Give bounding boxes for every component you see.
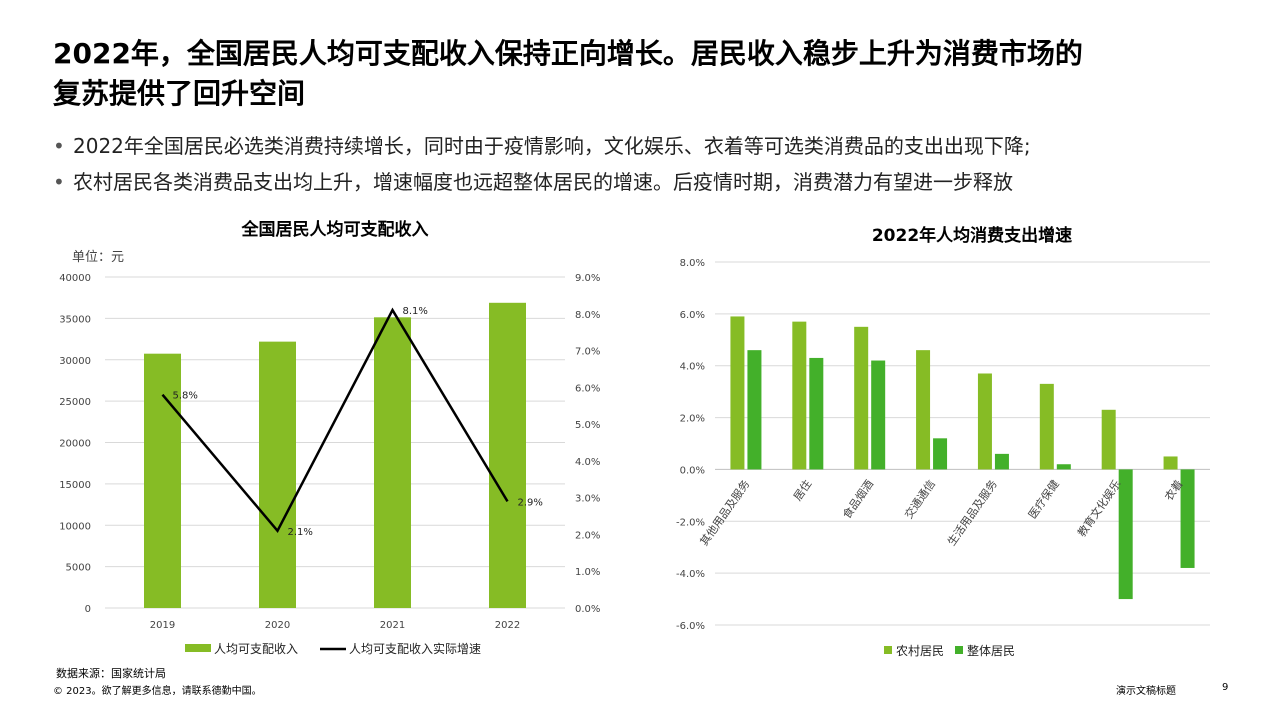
overall-bar <box>1056 464 1071 470</box>
y-tick-label: 15000 <box>59 480 91 491</box>
income-bar <box>259 341 296 608</box>
overall-bar <box>1180 469 1195 568</box>
x-tick-label: 交通通信 <box>901 477 938 521</box>
legend-label: 人均可支配收入 <box>214 642 298 656</box>
y2-tick-label: 6.0% <box>575 383 600 394</box>
y-tick-label: 4.0% <box>680 362 705 373</box>
data-source: 数据来源：国家统计局 <box>56 667 166 680</box>
y-tick-label: 5000 <box>66 563 91 574</box>
rural-bar <box>792 321 807 470</box>
legend-label: 人均可支配收入实际增速 <box>349 641 481 656</box>
y-tick-label: 6.0% <box>680 310 705 321</box>
y-tick-label: -6.0% <box>676 621 705 632</box>
x-tick-label: 2022 <box>495 620 520 631</box>
bullet-item: 2022年全国居民必选类消费持续增长，同时由于疫情影响，文化娱乐、衣着等可选类消… <box>53 128 1253 164</box>
y-tick-label: 20000 <box>59 439 91 450</box>
x-tick-label: 食品烟酒 <box>839 477 876 521</box>
y-tick-label: 2.0% <box>680 414 705 425</box>
y-tick-label: -2.0% <box>676 517 705 528</box>
y2-tick-label: 1.0% <box>575 567 600 578</box>
y-tick-label: 0.0% <box>680 465 705 476</box>
legend-label: 整体居民 <box>967 643 1015 658</box>
x-tick-label: 医疗保健 <box>1025 477 1062 521</box>
legend-label: 农村居民 <box>896 644 944 658</box>
y-tick-label: 25000 <box>59 397 91 408</box>
bullet-item: 农村居民各类消费品支出均上升，增速幅度也远超整体居民的增速。后疫情时期，消费潜力… <box>53 164 1253 200</box>
y-tick-label: 40000 <box>59 273 91 284</box>
x-tick-label: 生活用品及服务 <box>944 477 1000 548</box>
y-tick-label: 8.0% <box>680 258 705 269</box>
chart-title: 全国居民人均可支配收入 <box>241 219 429 240</box>
rural-bar <box>977 373 992 470</box>
legend-swatch <box>884 646 892 654</box>
unit-label: 单位：元 <box>72 250 124 265</box>
copyright-notice: © 2023。欲了解更多信息，请联系德勤中国。 <box>53 686 262 697</box>
growth-line <box>161 307 509 533</box>
growth-data-label: 8.1% <box>403 306 428 317</box>
y2-tick-label: 0.0% <box>575 604 600 615</box>
legend-swatch-bar <box>185 644 211 652</box>
y-tick-label: 30000 <box>59 356 91 367</box>
document-title: 演示文稿标题 <box>1116 686 1176 697</box>
y2-tick-label: 5.0% <box>575 420 600 431</box>
overall-bar <box>994 453 1009 470</box>
x-tick-label: 2019 <box>150 620 175 631</box>
income-bar <box>489 302 526 608</box>
growth-data-label: 2.9% <box>518 497 543 508</box>
x-tick-label: 2020 <box>265 620 290 631</box>
rural-bar <box>1039 383 1054 470</box>
y2-tick-label: 8.0% <box>575 310 600 321</box>
y2-tick-label: 3.0% <box>575 494 600 505</box>
rural-bar <box>1101 409 1116 470</box>
page-title-line-1: 2022年，全国居民人均可支配收入保持正向增长。居民收入稳步上升为消费市场的 <box>53 37 1083 70</box>
page-title: 2022年，全国居民人均可支配收入保持正向增长。居民收入稳步上升为消费市场的 复… <box>53 34 1233 114</box>
y-tick-label: 35000 <box>59 314 91 325</box>
y2-tick-label: 7.0% <box>575 347 600 358</box>
overall-bar <box>747 350 762 470</box>
page-number: 9 <box>1222 682 1229 693</box>
overall-bar <box>871 360 886 470</box>
growth-data-label: 2.1% <box>288 527 313 538</box>
y-tick-label: -4.0% <box>676 569 705 580</box>
overall-bar <box>933 438 948 470</box>
growth-data-label: 5.8% <box>173 391 198 402</box>
rural-bar <box>730 316 745 470</box>
legend-swatch <box>955 646 963 654</box>
overall-bar <box>1118 469 1133 600</box>
page-title-line-2: 复苏提供了回升空间 <box>53 77 306 110</box>
income-bar <box>374 317 411 608</box>
rural-bar <box>916 350 931 470</box>
y2-tick-label: 9.0% <box>575 273 600 284</box>
overall-bar <box>809 357 824 470</box>
bullet-list: 2022年全国居民必选类消费持续增长，同时由于疫情影响，文化娱乐、衣着等可选类消… <box>53 128 1253 200</box>
x-tick-label: 2021 <box>380 620 405 631</box>
y-tick-label: 0 <box>85 604 91 615</box>
x-tick-label: 教育文化娱乐 <box>1074 477 1123 539</box>
y2-tick-label: 2.0% <box>575 530 600 541</box>
y-tick-label: 10000 <box>59 521 91 532</box>
rural-bar <box>854 326 869 470</box>
x-tick-label: 居住 <box>790 477 814 503</box>
y2-tick-label: 4.0% <box>575 457 600 468</box>
chart-title: 2022年人均消费支出增速 <box>872 225 1072 246</box>
x-tick-label: 其他用品及服务 <box>698 478 753 549</box>
rural-bar <box>1163 456 1178 470</box>
consumption-growth-chart: 2022年人均消费支出增速 -6.0% -4.0% -2.0% 0.0% 2.0% 4.0%… <box>676 225 1210 658</box>
